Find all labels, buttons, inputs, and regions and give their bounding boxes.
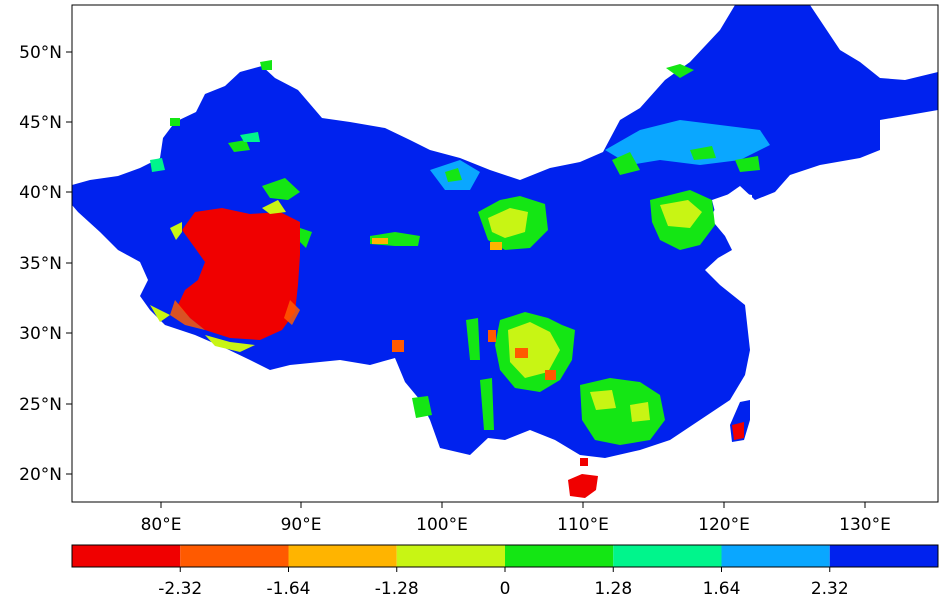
southwest-yunnan-green [412, 396, 432, 418]
longitude-axis: 80°E 90°E 100°E 110°E 120°E 130°E [141, 502, 891, 535]
lat-tick-label: 20°N [19, 465, 62, 485]
colorbar-segment [396, 545, 505, 567]
lon-tick-label: 110°E [557, 515, 609, 535]
colorbar-segment [288, 545, 397, 567]
central-yellow-region [488, 208, 528, 238]
colorbar-segment [613, 545, 722, 567]
lat-tick-label: 50°N [19, 43, 62, 63]
hainan-red-dot [580, 458, 588, 466]
colorbar-segment [180, 545, 289, 567]
colorbar-segment [829, 545, 938, 567]
taiwan-red [732, 422, 744, 440]
central-orange-spots [372, 238, 502, 250]
west-yunnan-streaks [466, 318, 494, 430]
shandong-white [712, 192, 752, 226]
north-plain-yellow [660, 200, 702, 228]
western-red-region [178, 208, 300, 340]
colorbar-label: 0 [500, 579, 511, 599]
lon-tick-label: 100°E [416, 515, 468, 535]
lon-tick-label: 80°E [141, 515, 182, 535]
colorbar-label: 1.28 [594, 579, 632, 599]
lon-tick-label: 130°E [839, 515, 891, 535]
north-cyan-region [430, 120, 770, 190]
colorbar: -2.32 -1.64 -1.28 0 1.28 1.64 2.32 [71, 544, 939, 599]
lat-tick-label: 40°N [19, 183, 62, 203]
lon-tick-label: 90°E [281, 515, 322, 535]
western-green-edge [228, 140, 312, 248]
data-raster [72, 5, 938, 498]
lon-tick-label: 120°E [698, 515, 750, 535]
latitude-axis: 50°N 45°N 40°N 35°N 30°N 25°N 20°N [19, 43, 72, 485]
western-cyan-edge [150, 132, 260, 172]
southeast-yellow-spots [590, 390, 650, 422]
colorbar-segment [72, 545, 181, 567]
map-frame [71, 4, 939, 503]
tibet-orange-spot [392, 340, 404, 352]
sichuan-orange-spots [488, 330, 556, 380]
lat-tick-label: 30°N [19, 324, 62, 344]
lat-tick-label: 35°N [19, 254, 62, 274]
sichuan-yellow-region [508, 322, 560, 378]
colorbar-label: 1.64 [703, 579, 741, 599]
colorbar-label: -1.64 [267, 579, 311, 599]
colorbar-label: 2.32 [811, 579, 849, 599]
lat-tick-label: 45°N [19, 113, 62, 133]
map-panel: 50°N 45°N 40°N 35°N 30°N 25°N 20°N 80°E … [19, 4, 939, 535]
colorbar-label: -1.28 [375, 579, 419, 599]
colorbar-segment [505, 545, 614, 567]
colorbar-label: -2.32 [158, 579, 202, 599]
hainan-island [568, 474, 598, 498]
colorbar-segment [721, 545, 830, 567]
lat-tick-label: 25°N [19, 395, 62, 415]
